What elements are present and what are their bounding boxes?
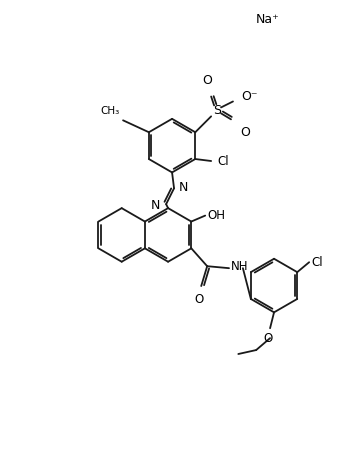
Text: O: O xyxy=(240,126,250,139)
Text: OH: OH xyxy=(207,209,225,222)
Text: NH: NH xyxy=(231,260,248,273)
Text: O⁻: O⁻ xyxy=(241,90,257,103)
Text: Cl: Cl xyxy=(217,154,229,168)
Text: CH₃: CH₃ xyxy=(101,106,120,116)
Text: O: O xyxy=(195,293,204,306)
Text: Na⁺: Na⁺ xyxy=(256,13,279,26)
Text: O: O xyxy=(202,73,212,87)
Text: N: N xyxy=(151,199,160,212)
Text: S: S xyxy=(213,104,221,117)
Text: O: O xyxy=(264,332,273,345)
Text: Cl: Cl xyxy=(311,256,323,269)
Text: N: N xyxy=(179,181,188,194)
